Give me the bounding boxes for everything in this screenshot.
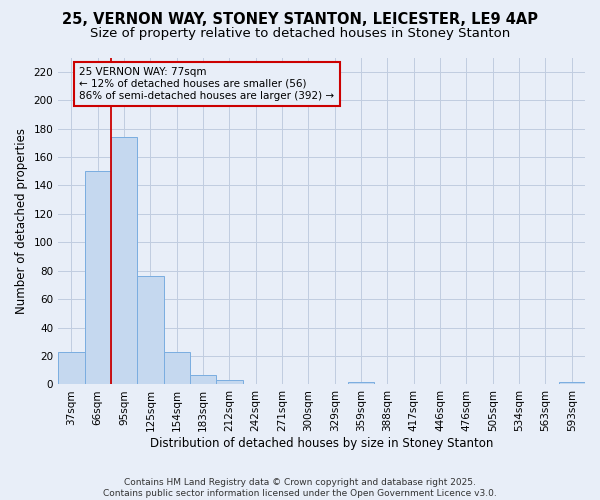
Bar xyxy=(85,171,111,384)
Bar xyxy=(348,382,374,384)
Bar xyxy=(164,352,190,384)
X-axis label: Distribution of detached houses by size in Stoney Stanton: Distribution of detached houses by size … xyxy=(150,437,493,450)
Y-axis label: Number of detached properties: Number of detached properties xyxy=(15,128,28,314)
Text: 25, VERNON WAY, STONEY STANTON, LEICESTER, LE9 4AP: 25, VERNON WAY, STONEY STANTON, LEICESTE… xyxy=(62,12,538,28)
Bar xyxy=(137,276,164,384)
Bar xyxy=(216,380,242,384)
Bar xyxy=(190,374,216,384)
Bar xyxy=(111,137,137,384)
Bar xyxy=(559,382,585,384)
Bar xyxy=(58,352,85,384)
Text: Contains HM Land Registry data © Crown copyright and database right 2025.
Contai: Contains HM Land Registry data © Crown c… xyxy=(103,478,497,498)
Text: Size of property relative to detached houses in Stoney Stanton: Size of property relative to detached ho… xyxy=(90,28,510,40)
Text: 25 VERNON WAY: 77sqm
← 12% of detached houses are smaller (56)
86% of semi-detac: 25 VERNON WAY: 77sqm ← 12% of detached h… xyxy=(79,68,334,100)
